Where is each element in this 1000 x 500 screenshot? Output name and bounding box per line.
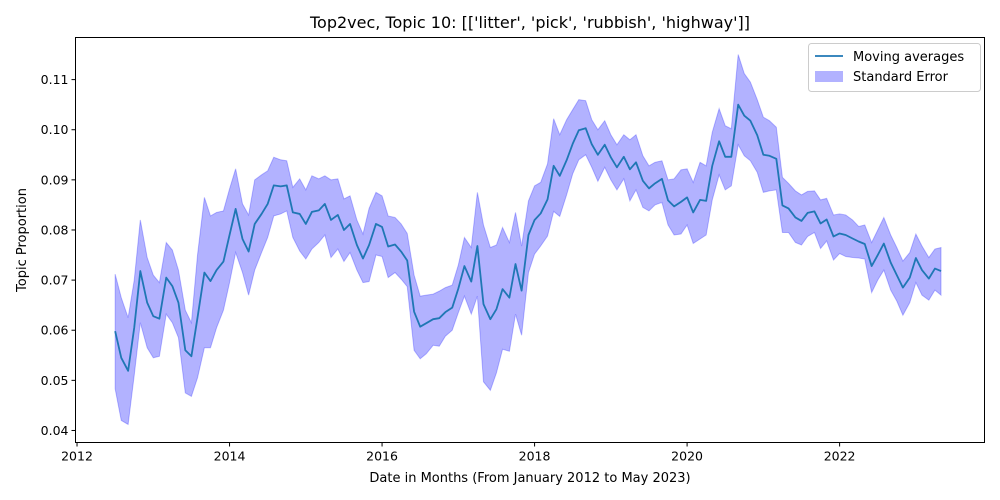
legend: Moving averages Standard Error: [808, 43, 981, 92]
legend-frame: [808, 43, 981, 92]
y-tick-label: 0.08: [41, 222, 69, 237]
x-tick-label: 2018: [519, 449, 551, 464]
x-axis: 2012 2014 2016 2018 2020 2022: [61, 442, 856, 464]
y-tick-label: 0.07: [41, 273, 69, 288]
legend-label-moving-averages: Moving averages: [853, 50, 964, 65]
x-tick-label: 2016: [366, 449, 398, 464]
legend-label-standard-error: Standard Error: [853, 70, 949, 85]
x-tick-label: 2014: [214, 449, 246, 464]
y-tick-label: 0.11: [41, 72, 69, 87]
chart-title: Top2vec, Topic 10: [['litter', 'pick', '…: [309, 13, 750, 32]
y-tick-label: 0.04: [41, 423, 69, 438]
x-tick-label: 2022: [824, 449, 856, 464]
y-tick-label: 0.05: [41, 373, 69, 388]
plot-area: [114, 54, 942, 426]
axes-frame: [75, 37, 985, 443]
x-tick-label: 2012: [61, 449, 93, 464]
y-tick-label: 0.10: [41, 122, 69, 137]
x-axis-title: Date in Months (From January 2012 to May…: [369, 471, 690, 486]
moving-averages-line: [114, 103, 942, 372]
y-tick-label: 0.09: [41, 172, 69, 187]
y-axis: 0.04 0.05 0.06 0.07 0.08 0.09 0.10 0.11: [41, 72, 76, 438]
x-tick-label: 2020: [671, 449, 703, 464]
legend-band-swatch: [815, 71, 843, 82]
y-axis-title: Topic Proportion: [15, 188, 30, 293]
y-tick-label: 0.06: [41, 323, 69, 338]
